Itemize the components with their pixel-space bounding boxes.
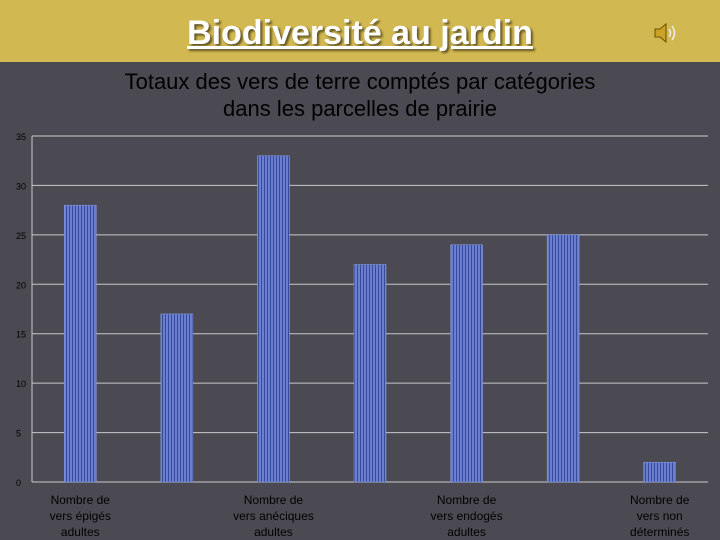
y-tick-label-15: 15 bbox=[16, 330, 26, 340]
chart-title-line-1: Totaux des vers de terre comptés par cat… bbox=[124, 69, 596, 94]
bar-4 bbox=[353, 264, 387, 483]
bar-2 bbox=[160, 313, 194, 483]
y-tick-label-25: 25 bbox=[16, 231, 26, 241]
bar-1 bbox=[64, 204, 97, 483]
x-tick-label-5-line-3: adultes bbox=[447, 525, 486, 539]
y-tick-label-5: 5 bbox=[16, 429, 21, 439]
x-tick-label-3-line-3: adultes bbox=[254, 525, 293, 539]
title-band bbox=[0, 0, 720, 62]
slide-title: Biodiversité au jardin bbox=[187, 14, 533, 52]
x-tick-label-5-line-1: Nombre de bbox=[437, 493, 497, 507]
y-tick-label-10: 10 bbox=[16, 379, 26, 389]
speaker-icon[interactable] bbox=[652, 20, 680, 46]
bar-7 bbox=[643, 461, 676, 483]
x-tick-label-3-line-1: Nombre de bbox=[244, 493, 304, 507]
y-tick-label-35: 35 bbox=[16, 132, 26, 142]
bar-3 bbox=[257, 155, 290, 483]
y-tick-label-0: 0 bbox=[16, 478, 21, 488]
x-tick-label-7-line-1: Nombre de bbox=[630, 493, 690, 507]
y-tick-label-20: 20 bbox=[16, 280, 26, 290]
x-tick-label-1-line-2: vers épigés bbox=[50, 509, 111, 523]
chart-title: Totaux des vers de terre comptés par cat… bbox=[60, 68, 660, 122]
x-tick-label-1-line-3: adultes bbox=[61, 525, 100, 539]
bar-5 bbox=[450, 244, 483, 483]
bar-6 bbox=[546, 234, 580, 483]
y-tick-label-30: 30 bbox=[16, 181, 26, 191]
x-tick-label-7-line-3: déterminés bbox=[630, 525, 689, 539]
chart-title-line-2: dans les parcelles de prairie bbox=[223, 96, 497, 121]
x-tick-label-3-line-2: vers anéciques bbox=[233, 509, 314, 523]
x-tick-label-5-line-2: vers endogés bbox=[431, 509, 503, 523]
x-tick-label-1-line-1: Nombre de bbox=[51, 493, 111, 507]
x-tick-label-7-line-2: vers non bbox=[637, 509, 683, 523]
